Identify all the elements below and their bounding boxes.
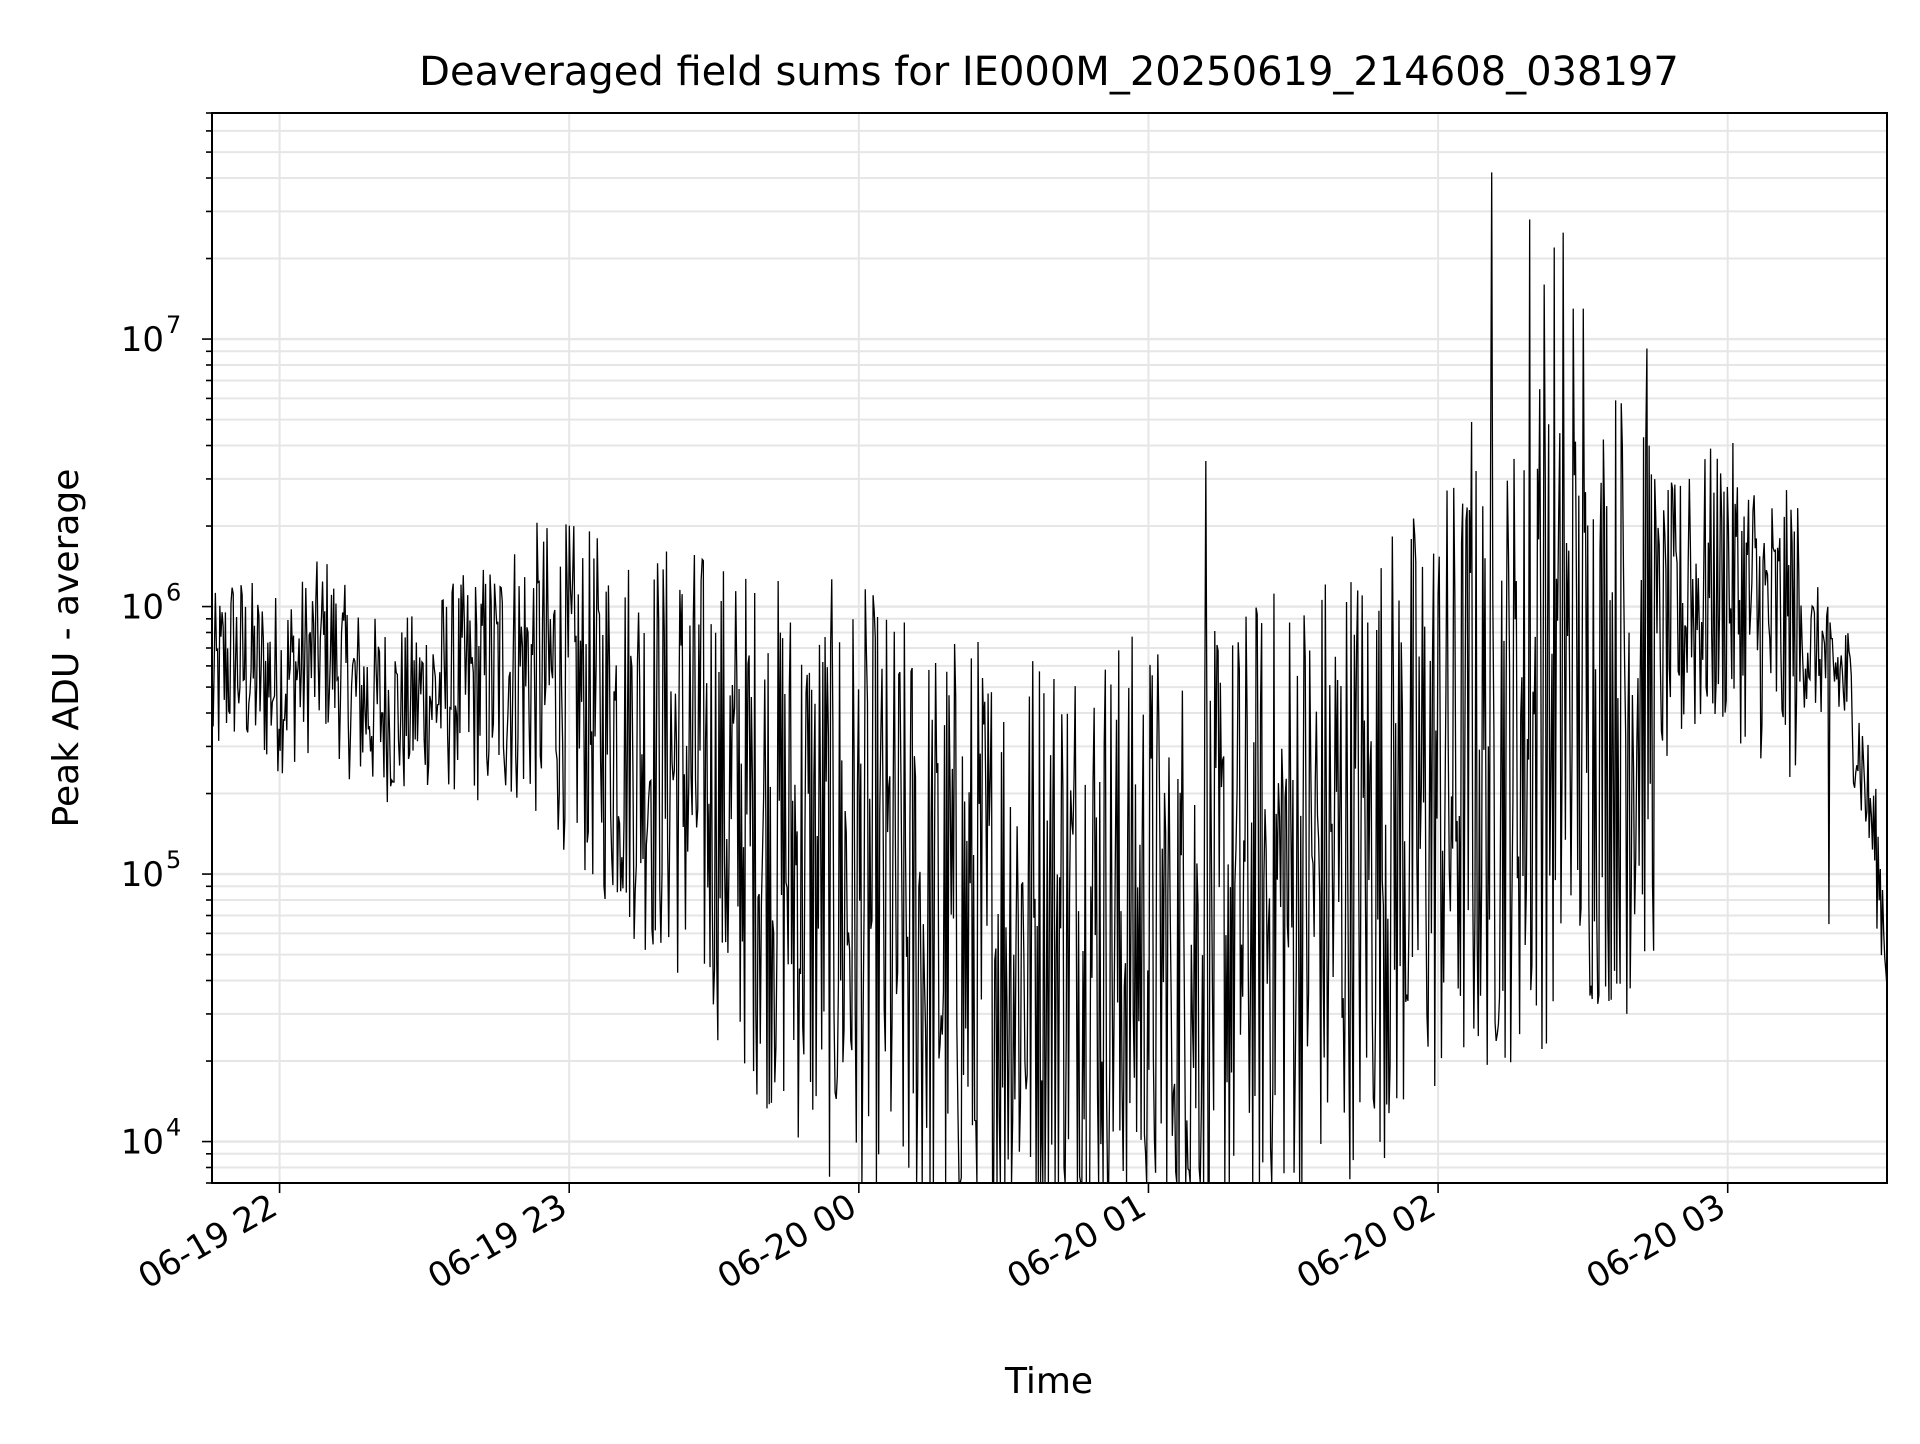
y-tick-exponent: 5 [166, 846, 181, 874]
x-axis-label: Time [1004, 1361, 1093, 1402]
chart-title: Deaveraged field sums for IE000M_2025061… [419, 49, 1679, 95]
series-line [211, 172, 1888, 1184]
y-tick-label: 10 [121, 1123, 164, 1163]
y-tick-exponent: 4 [166, 1114, 181, 1142]
y-tick-exponent: 7 [166, 311, 181, 339]
y-tick-label: 10 [121, 588, 164, 628]
y-tick-label: 10 [121, 320, 164, 360]
y-axis-label: Peak ADU - average [46, 469, 87, 828]
series-line-group [211, 172, 1888, 1184]
y-tick-label: 10 [121, 855, 164, 895]
y-tick-exponent: 6 [166, 579, 181, 607]
